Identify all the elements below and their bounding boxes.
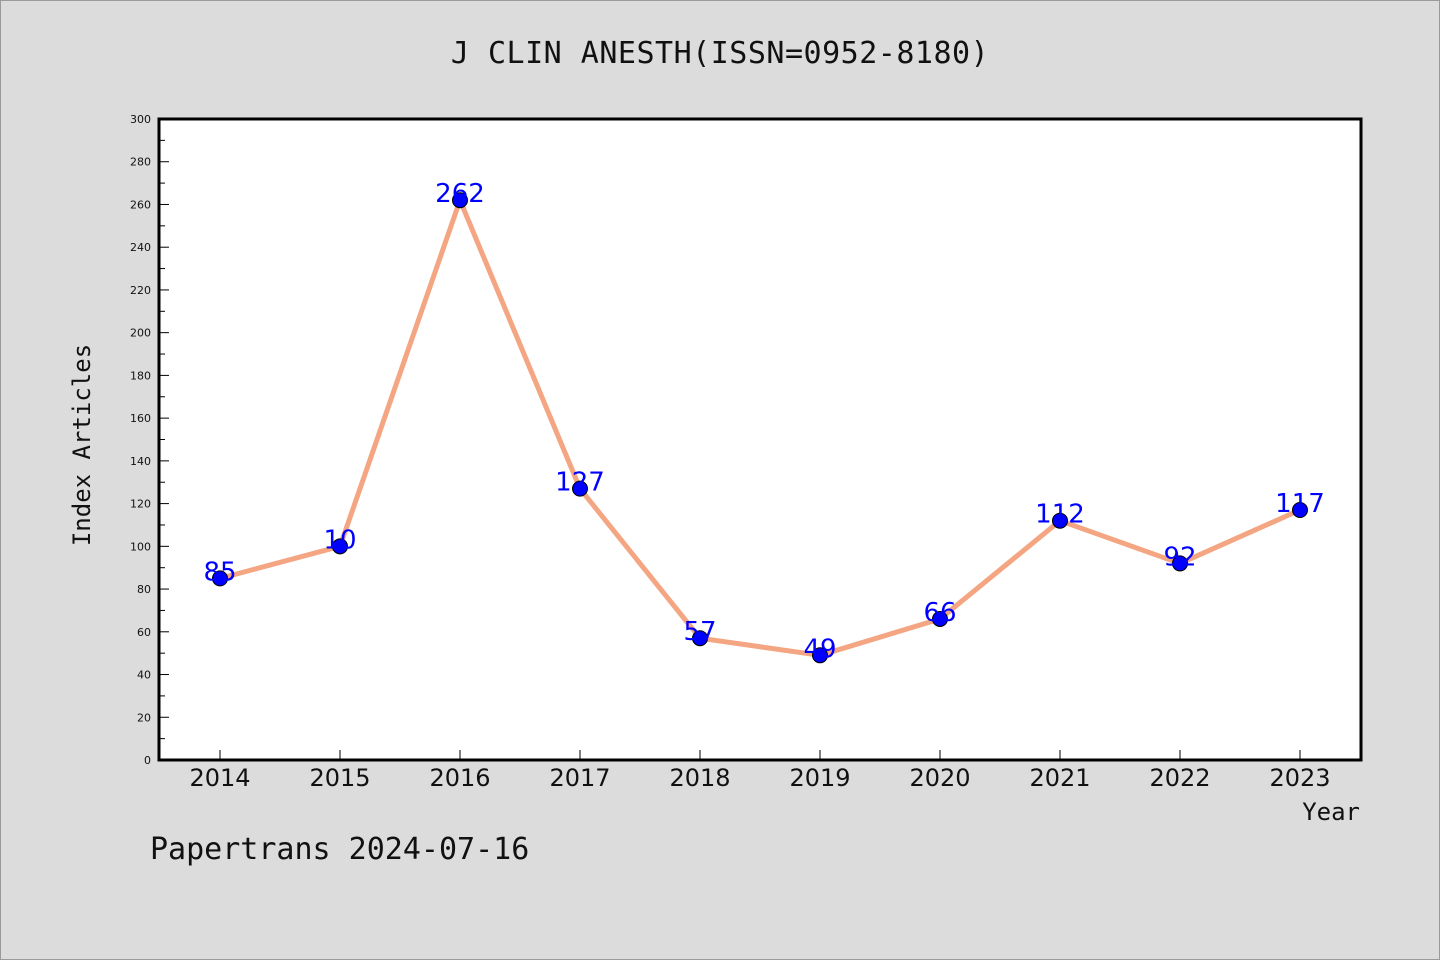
data-label: 10 [323,525,356,555]
data-label: 66 [923,598,956,628]
series-index-articles [212,192,1308,664]
y-tick-label: 120 [130,498,151,511]
y-tick-label: 260 [130,198,151,211]
data-labels: 85 10 262 127 57 49 66 112 92 117 [203,179,1324,664]
data-label: 117 [1275,489,1325,519]
x-tick-label: 2018 [669,764,730,792]
data-label: 49 [803,634,836,664]
data-point [692,630,708,647]
x-tick-label: 2014 [189,764,250,792]
y-tick-label: 80 [137,583,151,596]
data-point [452,192,468,209]
y-tick-label: 100 [130,540,151,553]
data-point [932,610,948,627]
y-tick-label: 300 [130,113,151,126]
data-point [1052,512,1068,529]
x-tick-label: 2015 [309,764,370,792]
y-tick-label: 160 [130,412,151,425]
x-tick-label: 2019 [789,764,850,792]
data-point [1172,555,1188,572]
data-point [1292,502,1308,519]
plot-area [157,117,1363,762]
footer-note: Papertrans 2024-07-16 [150,832,530,867]
y-tick-label: 180 [130,369,151,382]
y-tick-label: 0 [144,754,151,767]
x-tick-label: 2021 [1029,764,1090,792]
data-point [332,538,348,555]
data-label: 112 [1035,500,1085,530]
data-label: 92 [1163,542,1196,572]
x-axis-title: Year [1302,798,1360,826]
y-tick-label: 220 [130,284,151,297]
y-axis-title: Index Articles [68,344,96,546]
y-tick-label: 140 [130,455,151,468]
x-tick-label: 2022 [1149,764,1210,792]
data-label: 127 [555,468,605,498]
x-tick-label: 2020 [909,764,970,792]
y-axis: 0 20 40 60 80 100 120 140 160 180 200 220 240 260 280 3… [130,113,169,767]
y-tick-label: 20 [137,711,151,724]
data-point [212,570,228,587]
data-point [812,647,828,664]
data-label: 262 [435,179,485,209]
x-tick-label: 2016 [429,764,490,792]
chart-title: J CLIN ANESTH(ISSN=0952-8180) [450,36,990,71]
series-line [219,197,1302,658]
y-tick-label: 280 [130,156,151,169]
x-tick-label: 2023 [1269,764,1330,792]
y-tick-label: 240 [130,241,151,254]
x-axis: 2014 2015 2016 2017 2018 2019 2020 2021 2022 2023 [189,750,1331,792]
data-label: 85 [203,557,236,587]
y-tick-label: 200 [130,327,151,340]
data-label: 57 [683,617,716,647]
x-tick-label: 2017 [549,764,610,792]
y-tick-label: 60 [137,626,151,639]
y-tick-label: 40 [137,669,151,682]
data-point [572,480,588,497]
